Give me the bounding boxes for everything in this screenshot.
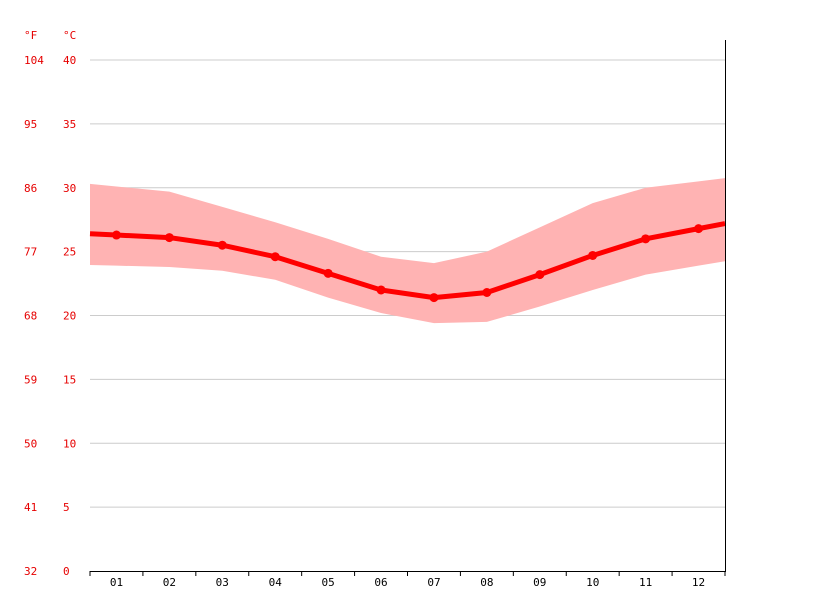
y-tick-celsius: 10 (63, 437, 76, 450)
mean-point (323, 268, 333, 278)
y-tick-fahrenheit: 104 (24, 54, 44, 67)
mean-point (482, 288, 492, 298)
mean-point (111, 230, 121, 240)
x-tick-label: 04 (269, 576, 283, 589)
mean-point (429, 293, 439, 303)
x-tick-label: 01 (110, 576, 123, 589)
mean-point (270, 252, 280, 262)
y-tick-celsius: 0 (63, 565, 70, 578)
x-tick-label: 09 (533, 576, 546, 589)
unit-fahrenheit-label: °F (24, 29, 37, 42)
min-max-band (90, 178, 725, 324)
y-tick-celsius: 25 (63, 246, 76, 259)
mean-point (641, 234, 651, 244)
mean-line-path (89, 221, 726, 301)
y-tick-celsius: 40 (63, 54, 76, 67)
mean-point (588, 250, 598, 260)
min-max-band-area (90, 178, 725, 324)
x-tick-label: 08 (480, 576, 493, 589)
x-tick-labels: 01 02 03 04 05 06 07 08 09 10 11 12 (110, 576, 705, 589)
axes (89, 40, 726, 576)
y-tick-fahrenheit: 68 (24, 310, 37, 323)
y-tick-fahrenheit: 32 (24, 565, 37, 578)
x-tick-label: 05 (322, 576, 335, 589)
mean-point (376, 285, 386, 295)
y-tick-labels: 0 32 5 41 10 50 15 59 20 68 25 77 30 86 35 95 40 104 (24, 54, 76, 578)
y-tick-fahrenheit: 59 (24, 373, 37, 386)
y-tick-fahrenheit: 86 (24, 182, 37, 195)
y-tick-fahrenheit: 41 (24, 501, 37, 514)
y-tick-fahrenheit: 77 (24, 246, 37, 259)
unit-celsius-label: °C (63, 29, 76, 42)
x-tick-label: 03 (216, 576, 229, 589)
y-tick-celsius: 5 (63, 501, 70, 514)
x-tick-label: 12 (692, 576, 705, 589)
x-tick-label: 10 (586, 576, 599, 589)
mean-line (89, 221, 726, 301)
y-tick-fahrenheit: 50 (24, 437, 37, 450)
y-tick-celsius: 15 (63, 373, 76, 386)
y-tick-fahrenheit: 95 (24, 118, 37, 131)
y-tick-celsius: 20 (63, 310, 76, 323)
mean-point (217, 240, 227, 250)
mean-points (111, 224, 704, 303)
x-tick-label: 06 (374, 576, 387, 589)
mean-point (694, 224, 704, 234)
mean-point (164, 233, 174, 243)
y-tick-celsius: 30 (63, 182, 76, 195)
x-tick-label: 11 (639, 576, 652, 589)
x-tick-label: 07 (427, 576, 440, 589)
mean-point (535, 270, 545, 280)
y-tick-celsius: 35 (63, 118, 76, 131)
x-tick-label: 02 (163, 576, 176, 589)
